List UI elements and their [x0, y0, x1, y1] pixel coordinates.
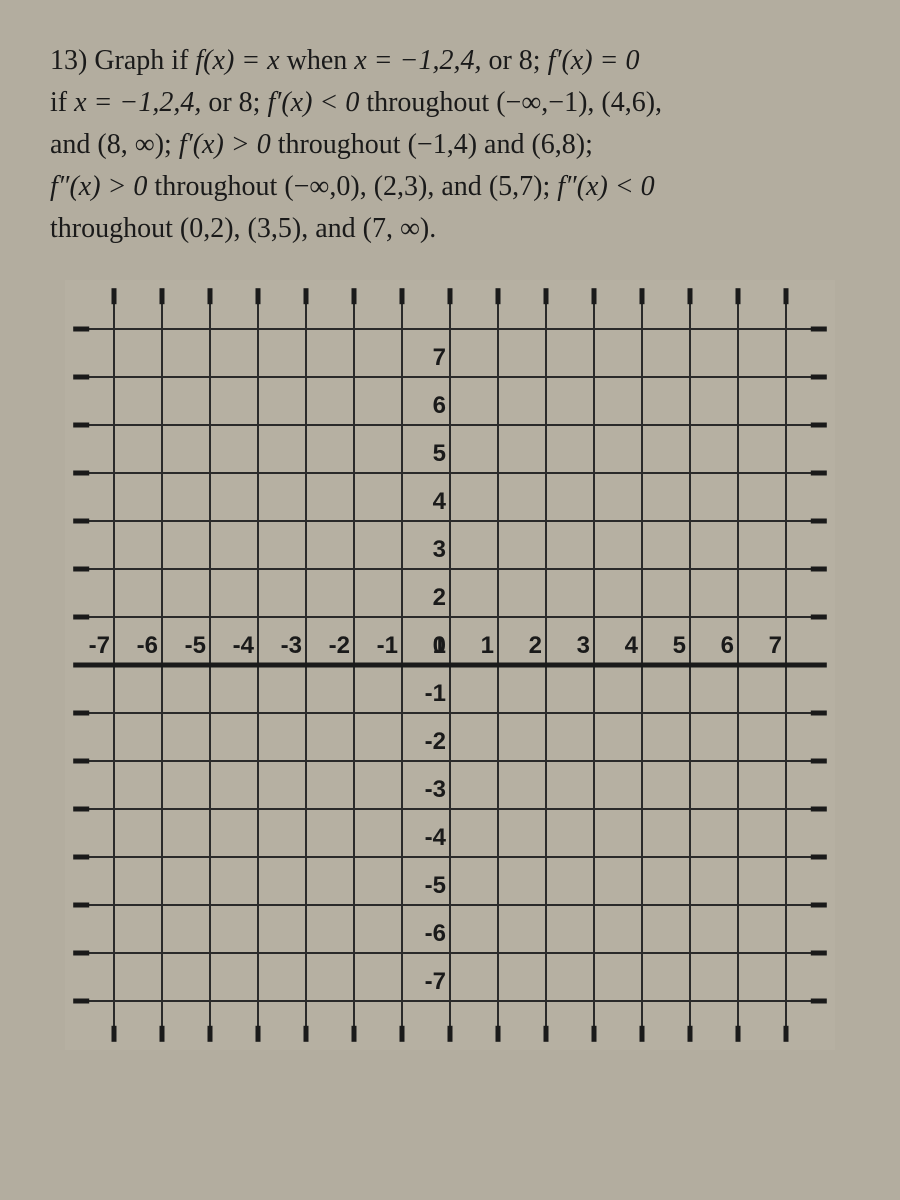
axis-tick-label: -6	[137, 632, 158, 659]
axis-tick-label: -4	[233, 632, 255, 659]
text: when	[287, 45, 355, 76]
axis-tick-label: -4	[425, 824, 447, 851]
math: f″(x) > 0	[50, 171, 147, 202]
axis-tick-label: 5	[433, 440, 446, 467]
math: (7, ∞).	[363, 213, 437, 244]
math: f′(x) = 0	[548, 45, 640, 76]
axis-tick-label: 4	[433, 488, 447, 515]
text: and (8, ∞);	[50, 129, 179, 160]
text: throughout	[366, 87, 496, 118]
text: and	[441, 171, 488, 202]
math: (5,7);	[489, 171, 557, 202]
axis-tick-label: -7	[89, 632, 110, 659]
text: throughout	[278, 129, 408, 160]
page: 13) Graph if f(x) = x when x = −1,2,4, o…	[0, 0, 900, 1200]
axis-tick-label: 3	[577, 632, 590, 659]
text: or 8;	[208, 87, 267, 118]
axis-tick-label: -3	[425, 776, 446, 803]
math: (−1,4) and (6,8);	[408, 129, 593, 160]
text: or 8;	[488, 45, 547, 76]
axis-tick-label: 2	[529, 632, 542, 659]
axis-tick-label: 6	[721, 632, 734, 659]
math: x = −1,2,4,	[354, 45, 481, 76]
axis-tick-label: -6	[425, 920, 446, 947]
axis-tick-label: -2	[329, 632, 350, 659]
math: f′(x) > 0	[179, 129, 271, 160]
grid-svg: -7-6-5-4-3-2-1012345677654321-1-2-3-4-5-…	[65, 280, 835, 1050]
axis-tick-label: -7	[425, 968, 446, 995]
axis-tick-label: 7	[433, 344, 446, 371]
text: and	[315, 213, 362, 244]
problem-number: 13)	[50, 45, 87, 76]
axis-tick-label: 5	[673, 632, 686, 659]
axis-tick-label: 4	[625, 632, 639, 659]
text: Graph if	[94, 45, 195, 76]
axis-tick-label: 2	[433, 584, 446, 611]
coordinate-grid: -7-6-5-4-3-2-1012345677654321-1-2-3-4-5-…	[65, 280, 835, 1050]
problem-statement: 13) Graph if f(x) = x when x = −1,2,4, o…	[50, 40, 850, 250]
axis-tick-label: 6	[433, 392, 446, 419]
axis-tick-label: -5	[425, 872, 446, 899]
math: (−∞,−1), (4,6),	[496, 87, 662, 118]
math: x = −1,2,4,	[74, 87, 201, 118]
math: f(x) = x	[195, 45, 279, 76]
axis-tick-label: 1	[481, 632, 494, 659]
axis-tick-label: -2	[425, 728, 446, 755]
math: (0,2), (3,5),	[180, 213, 308, 244]
axis-tick-label: 7	[769, 632, 782, 659]
axis-tick-label: -1	[425, 680, 446, 707]
axis-tick-label: 3	[433, 536, 446, 563]
text: throughout	[50, 213, 180, 244]
axis-tick-label: 1	[433, 632, 446, 659]
math: (−∞,0), (2,3),	[284, 171, 434, 202]
axis-tick-label: -5	[185, 632, 206, 659]
math: f″(x) < 0	[557, 171, 654, 202]
axis-tick-label: -3	[281, 632, 302, 659]
text: throughout	[154, 171, 284, 202]
text: if	[50, 87, 74, 118]
math: f′(x) < 0	[267, 87, 359, 118]
axis-tick-label: -1	[377, 632, 398, 659]
